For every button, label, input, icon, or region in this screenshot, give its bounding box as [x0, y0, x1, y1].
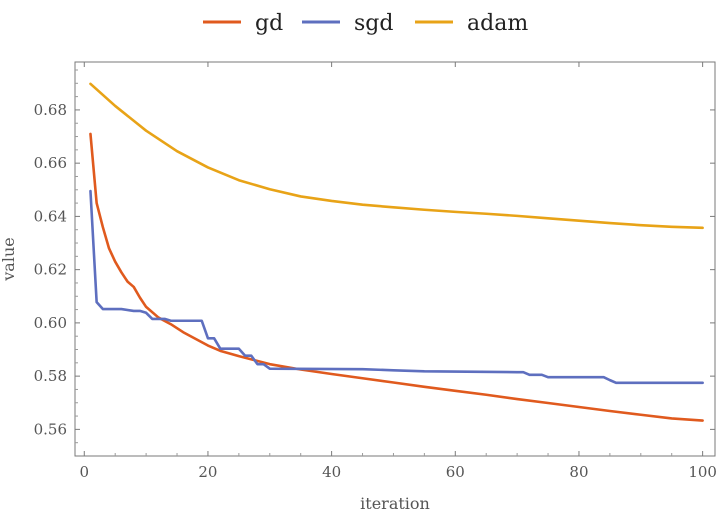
legend-label-sgd: sgd: [354, 11, 393, 36]
y-tick-label: 0.68: [34, 101, 67, 119]
x-tick-label: 0: [80, 463, 90, 481]
x-axis-ticks: 0 20 40 60 80 100: [80, 62, 717, 481]
x-axis-title: iteration: [360, 494, 430, 513]
legend-label-gd: gd: [255, 11, 283, 36]
y-tick-label: 0.66: [34, 154, 67, 172]
legend: gd sgd adam: [203, 11, 528, 36]
legend-label-adam: adam: [467, 11, 528, 36]
x-tick-label: 80: [569, 463, 588, 481]
y-axis-ticks: 0.56 0.58 0.60 0.62 0.64 0.66 0.68: [34, 69, 715, 444]
y-tick-label: 0.60: [34, 314, 67, 332]
y-tick-label: 0.62: [34, 261, 67, 279]
x-tick-label: 40: [322, 463, 341, 481]
y-axis-title: value: [0, 237, 18, 281]
x-tick-label: 60: [446, 463, 465, 481]
y-tick-label: 0.58: [34, 367, 67, 385]
series-line-adam: [89, 82, 704, 230]
x-tick-label: 20: [198, 463, 217, 481]
series-line-sgd: [89, 189, 704, 385]
series-line-gd: [89, 132, 704, 422]
plot-frame: [74, 61, 716, 457]
y-tick-label: 0.64: [34, 207, 67, 225]
series-layer: [89, 82, 704, 422]
y-tick-label: 0.56: [34, 420, 67, 438]
x-tick-label: 100: [688, 463, 717, 481]
